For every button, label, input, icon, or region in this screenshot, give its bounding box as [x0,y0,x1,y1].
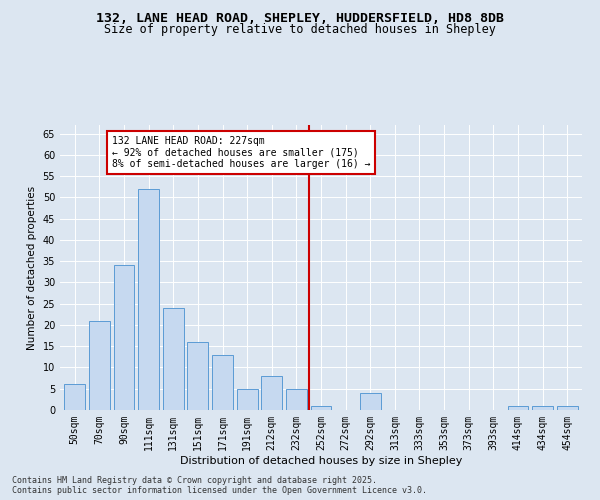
Text: Contains HM Land Registry data © Crown copyright and database right 2025.
Contai: Contains HM Land Registry data © Crown c… [12,476,427,495]
Bar [311,406,331,410]
Bar [557,406,578,410]
Bar [138,189,159,410]
Bar [64,384,85,410]
Bar [187,342,208,410]
Y-axis label: Number of detached properties: Number of detached properties [27,186,37,350]
Bar [360,393,381,410]
Bar [261,376,282,410]
Bar [286,388,307,410]
Bar [212,354,233,410]
Bar [532,406,553,410]
Text: 132, LANE HEAD ROAD, SHEPLEY, HUDDERSFIELD, HD8 8DB: 132, LANE HEAD ROAD, SHEPLEY, HUDDERSFIE… [96,12,504,26]
Bar [236,388,257,410]
Bar [508,406,529,410]
Text: 132 LANE HEAD ROAD: 227sqm
← 92% of detached houses are smaller (175)
8% of semi: 132 LANE HEAD ROAD: 227sqm ← 92% of deta… [112,136,370,169]
Bar [89,320,110,410]
X-axis label: Distribution of detached houses by size in Shepley: Distribution of detached houses by size … [180,456,462,466]
Bar [113,266,134,410]
Text: Size of property relative to detached houses in Shepley: Size of property relative to detached ho… [104,22,496,36]
Bar [163,308,184,410]
